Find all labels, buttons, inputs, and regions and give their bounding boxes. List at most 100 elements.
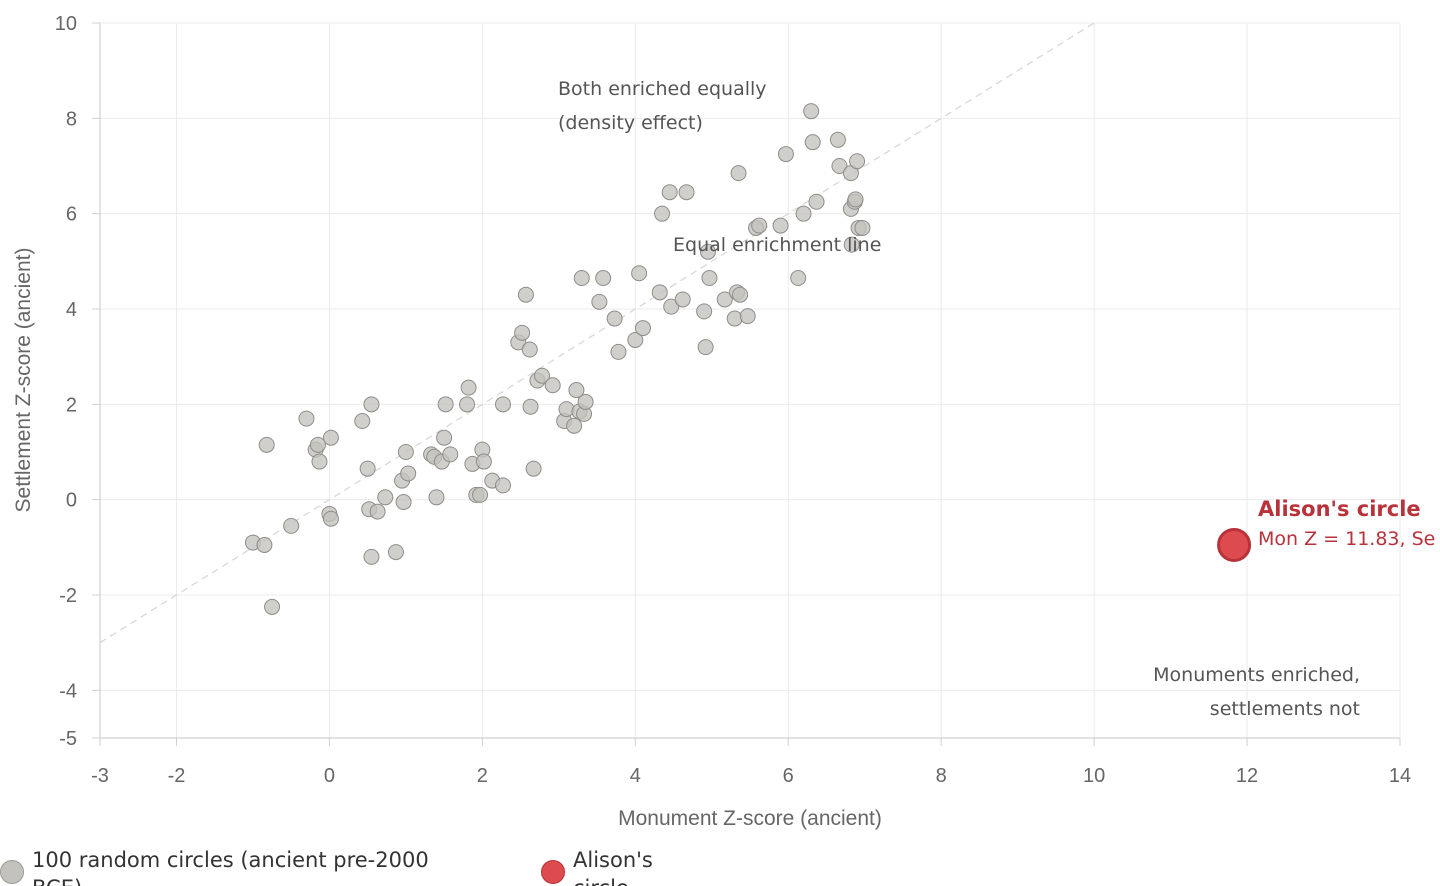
data-point[interactable] bbox=[256, 536, 273, 553]
highlight-title: Alison's circle bbox=[1258, 497, 1421, 521]
y-tick-label: 4 bbox=[66, 299, 77, 321]
data-point[interactable] bbox=[400, 465, 417, 482]
data-point[interactable] bbox=[732, 286, 749, 303]
data-point[interactable] bbox=[514, 324, 531, 341]
data-point[interactable] bbox=[354, 413, 371, 430]
y-axis-title: Settlement Z-score (ancient) bbox=[12, 248, 35, 513]
data-point[interactable] bbox=[730, 165, 747, 182]
data-point[interactable] bbox=[258, 436, 275, 453]
x-tick-label: 2 bbox=[477, 765, 488, 787]
data-point[interactable] bbox=[591, 293, 608, 310]
x-tick-label: -3 bbox=[91, 765, 109, 787]
data-point[interactable] bbox=[663, 298, 680, 315]
highlight-subtitle: Mon Z = 11.83, Se bbox=[1258, 528, 1435, 550]
data-point[interactable] bbox=[627, 331, 644, 348]
data-point[interactable] bbox=[475, 453, 492, 470]
data-point[interactable] bbox=[437, 396, 454, 413]
data-point[interactable] bbox=[369, 503, 386, 520]
data-point[interactable] bbox=[795, 205, 812, 222]
y-tick-label: 0 bbox=[66, 490, 77, 512]
data-point[interactable] bbox=[595, 270, 612, 287]
data-point[interactable] bbox=[831, 158, 848, 174]
data-point[interactable] bbox=[701, 270, 718, 287]
data-point[interactable] bbox=[577, 393, 594, 410]
data-point[interactable] bbox=[751, 217, 768, 234]
data-point[interactable] bbox=[849, 153, 866, 170]
data-point[interactable] bbox=[847, 191, 864, 208]
data-point[interactable] bbox=[309, 436, 326, 453]
data-point[interactable] bbox=[654, 205, 671, 222]
data-point[interactable] bbox=[739, 308, 756, 325]
data-point[interactable] bbox=[436, 429, 453, 446]
data-point[interactable] bbox=[359, 460, 376, 477]
data-point[interactable] bbox=[803, 103, 820, 120]
data-point[interactable] bbox=[459, 396, 476, 413]
y-tick-label: 2 bbox=[66, 394, 77, 416]
data-point[interactable] bbox=[544, 377, 561, 394]
data-point[interactable] bbox=[651, 284, 668, 301]
data-point[interactable] bbox=[387, 544, 404, 561]
y-tick-label: 10 bbox=[55, 13, 77, 35]
data-point[interactable] bbox=[610, 343, 627, 360]
data-point[interactable] bbox=[363, 548, 380, 565]
x-tick-label: 4 bbox=[630, 765, 641, 787]
data-point[interactable] bbox=[674, 291, 691, 308]
data-point[interactable] bbox=[428, 489, 445, 506]
annotation-monuments-enriched-line2: settlements not bbox=[1210, 698, 1360, 720]
data-point[interactable] bbox=[716, 291, 733, 308]
legend-item-alisons-circle[interactable]: Alison's circle bbox=[541, 842, 691, 886]
data-point[interactable] bbox=[697, 339, 714, 356]
data-point[interactable] bbox=[377, 489, 394, 506]
data-point[interactable] bbox=[568, 382, 585, 399]
data-point[interactable] bbox=[283, 517, 300, 534]
data-point[interactable] bbox=[442, 446, 459, 463]
data-point[interactable] bbox=[264, 598, 281, 615]
x-tick-label: 8 bbox=[936, 765, 947, 787]
annotation-monuments-enriched-line1: Monuments enriched, bbox=[1153, 664, 1360, 686]
alisons-circle-point[interactable] bbox=[1217, 527, 1252, 562]
data-point[interactable] bbox=[678, 184, 695, 201]
data-point[interactable] bbox=[606, 310, 623, 327]
data-point[interactable] bbox=[363, 396, 380, 413]
data-point[interactable] bbox=[525, 460, 542, 477]
data-point[interactable] bbox=[521, 341, 538, 358]
data-point[interactable] bbox=[661, 184, 678, 201]
data-point[interactable] bbox=[829, 131, 846, 148]
data-point[interactable] bbox=[631, 265, 648, 282]
data-point[interactable] bbox=[573, 270, 590, 287]
legend-item-random-circles[interactable]: 100 random circles (ancient pre-2000 BCE… bbox=[0, 842, 470, 886]
data-point[interactable] bbox=[460, 379, 477, 396]
y-tick-label: -5 bbox=[59, 728, 77, 750]
data-point[interactable] bbox=[566, 417, 583, 434]
data-point[interactable] bbox=[790, 270, 807, 287]
data-point[interactable] bbox=[696, 303, 713, 320]
data-point[interactable] bbox=[322, 429, 339, 446]
data-point[interactable] bbox=[804, 134, 821, 151]
data-point[interactable] bbox=[558, 401, 575, 418]
legend-label-random-circles: 100 random circles (ancient pre-2000 BCE… bbox=[32, 848, 429, 886]
data-point[interactable] bbox=[534, 367, 550, 384]
data-point[interactable] bbox=[298, 410, 315, 427]
data-point[interactable] bbox=[699, 243, 716, 260]
data-point[interactable] bbox=[472, 486, 489, 503]
legend-swatch-red bbox=[541, 860, 565, 884]
data-point[interactable] bbox=[311, 453, 328, 470]
data-point[interactable] bbox=[726, 310, 743, 327]
data-point[interactable] bbox=[772, 217, 789, 234]
data-point[interactable] bbox=[634, 320, 651, 337]
data-point[interactable] bbox=[397, 444, 414, 460]
legend-label-alisons-circle: Alison's circle bbox=[573, 848, 653, 886]
data-point[interactable] bbox=[495, 396, 511, 413]
data-point[interactable] bbox=[854, 219, 871, 236]
x-tick-label: 0 bbox=[324, 765, 335, 787]
data-point[interactable] bbox=[808, 193, 825, 210]
data-point[interactable] bbox=[322, 510, 339, 527]
data-point[interactable] bbox=[517, 286, 534, 303]
data-point[interactable] bbox=[777, 146, 794, 163]
data-point[interactable] bbox=[495, 477, 511, 494]
y-tick-label: -4 bbox=[59, 680, 77, 702]
data-point[interactable] bbox=[522, 398, 539, 415]
data-point[interactable] bbox=[843, 236, 860, 253]
x-axis-title: Monument Z-score (ancient) bbox=[618, 807, 882, 830]
data-point[interactable] bbox=[395, 494, 412, 511]
